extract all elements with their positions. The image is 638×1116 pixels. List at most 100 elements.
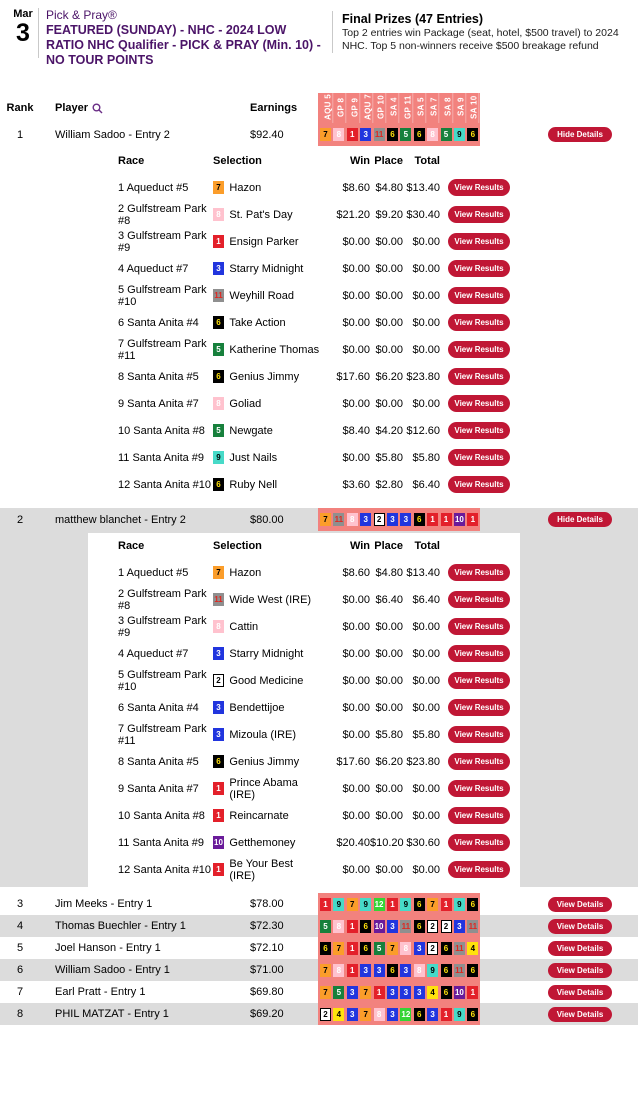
entry-row: 3 Jim Meeks - Entry 1 $78.00 1 9 7 9 12 1 9 6 7 1 9 6 V… (0, 893, 638, 915)
saddlecloth-chip-7: 7 (320, 985, 331, 999)
track-race-column: GP 11 (399, 93, 414, 123)
entry-earnings: $72.30 (250, 920, 284, 932)
place-amount: $4.80 (375, 566, 403, 579)
race-row: 10 Santa Anita #8 1 Reincarnate $0.00 $0.00 $… (118, 802, 520, 829)
toggle-details-button[interactable]: View Details (548, 940, 612, 956)
race-row: 3 Gulfstream Park #9 1 Ensign Parker $0.00 $… (118, 228, 520, 255)
saddlecloth-chip-3: 3 (386, 919, 398, 933)
toggle-details-button[interactable]: View Details (548, 918, 612, 934)
view-results-button[interactable]: View Results (448, 449, 510, 466)
entry-player: William Sadoo - Entry 2 (55, 128, 170, 141)
saddlecloth-chip-1: 1 (320, 897, 331, 911)
view-results-button[interactable]: View Results (448, 861, 510, 878)
horse-selection: 5 Newgate (213, 424, 320, 437)
horse-selection: 1 Be Your Best (IRE) (213, 858, 320, 882)
horse-name: Bendettijoe (229, 701, 285, 714)
win-amount: $0.00 (342, 782, 370, 795)
saddlecloth-chip-11: 11 (400, 919, 412, 933)
view-results-button[interactable]: View Results (448, 591, 510, 608)
total-amount: $0.00 (412, 863, 440, 876)
view-results-cell: View Results (440, 726, 510, 743)
saddlecloth-chip-1: 1 (346, 963, 358, 977)
saddlecloth-chip-10: 10 (213, 836, 224, 849)
saddlecloth-chip-8: 8 (213, 208, 224, 221)
view-results-button[interactable]: View Results (448, 834, 510, 851)
horse-selection: 3 Mizoula (IRE) (213, 728, 320, 741)
toggle-details-button[interactable]: Hide Details (548, 512, 612, 527)
saddlecloth-chip-1: 1 (440, 897, 452, 911)
view-results-button[interactable]: View Results (448, 699, 510, 716)
view-results-button[interactable]: View Results (448, 807, 510, 824)
horse-name: Getthemoney (229, 836, 296, 849)
saddlecloth-chip-8: 8 (333, 963, 345, 977)
place-amount: $0.00 (375, 316, 403, 329)
saddlecloth-chip-3: 3 (413, 941, 425, 955)
race-row: 6 Santa Anita #4 3 Bendettijoe $0.00 $0.00 $0… (118, 694, 520, 721)
horse-name: Weyhill Road (229, 289, 294, 302)
place-amount: $5.80 (375, 451, 403, 464)
saddlecloth-chip-3: 3 (360, 963, 372, 977)
view-results-button[interactable]: View Results (448, 260, 510, 277)
view-results-button[interactable]: View Results (448, 179, 510, 196)
entry-earnings: $69.20 (250, 1008, 284, 1020)
toggle-details-button[interactable]: View Details (548, 896, 612, 912)
detail-col-total: Total (414, 540, 440, 552)
view-results-button[interactable]: View Results (448, 564, 510, 581)
view-results-button[interactable]: View Results (448, 726, 510, 743)
saddlecloth-chip-9: 9 (453, 897, 465, 911)
win-amount: $17.60 (336, 755, 370, 768)
horse-name: Mizoula (IRE) (229, 728, 297, 741)
entry-player: PHIL MATZAT - Entry 1 (55, 1008, 169, 1020)
saddlecloth-chip-4: 4 (467, 941, 479, 955)
race-row: 12 Santa Anita #10 1 Be Your Best (IRE) $0.… (118, 856, 520, 883)
total-amount: $0.00 (412, 620, 440, 633)
race-row: 12 Santa Anita #10 6 Ruby Nell $3.60 $2.80 $6… (118, 471, 520, 498)
view-results-button[interactable]: View Results (448, 618, 510, 635)
toggle-details-button[interactable]: Hide Details (548, 127, 612, 142)
place-amount: $5.80 (375, 728, 403, 741)
view-results-button[interactable]: View Results (448, 780, 510, 797)
saddlecloth-chip-6: 6 (386, 128, 398, 141)
toggle-details-button[interactable]: View Details (548, 962, 612, 978)
horse-name: Hazon (229, 181, 262, 194)
view-results-button[interactable]: View Results (448, 645, 510, 662)
view-results-button[interactable]: View Results (448, 233, 510, 250)
win-amount: $0.00 (342, 809, 370, 822)
horse-name: Just Nails (229, 451, 278, 464)
view-results-button[interactable]: View Results (448, 287, 510, 304)
horse-selection: 3 Bendettijoe (213, 701, 320, 714)
saddlecloth-chip-10: 10 (453, 513, 465, 526)
saddlecloth-chip-11: 11 (453, 963, 465, 977)
view-results-button[interactable]: View Results (448, 368, 510, 385)
total-amount: $0.00 (412, 782, 440, 795)
saddlecloth-chip-3: 3 (400, 513, 412, 526)
view-results-button[interactable]: View Results (448, 314, 510, 331)
horse-selection: 1 Ensign Parker (213, 235, 320, 248)
header-divider (38, 8, 39, 58)
toggle-details-button[interactable]: View Details (548, 984, 612, 1000)
saddlecloth-chip-2: 2 (320, 1007, 331, 1021)
view-results-button[interactable]: View Results (448, 422, 510, 439)
view-results-button[interactable]: View Results (448, 395, 510, 412)
view-results-button[interactable]: View Results (448, 476, 510, 493)
entry-section: 1 William Sadoo - Entry 2 $92.40 7 8 1 3 11 6 5 6 8… (0, 123, 638, 502)
contest-header: Mar 3 Pick & Pray® FEATURED (SUNDAY) - N… (0, 0, 638, 88)
saddlecloth-chip-2: 2 (373, 513, 385, 526)
track-race-column: SA 4 (386, 93, 400, 123)
total-amount: $13.40 (406, 566, 440, 579)
view-results-button[interactable]: View Results (448, 341, 510, 358)
place-amount: $0.00 (375, 235, 403, 248)
toggle-details-button[interactable]: View Details (548, 1006, 612, 1022)
contest-title: FEATURED (SUNDAY) - NHC - 2024 LOW RATIO… (46, 23, 321, 67)
view-results-button[interactable]: View Results (448, 672, 510, 689)
entry-section: 4 Thomas Buechler - Entry 1 $72.30 5 8 1 6 10 3 1… (0, 915, 638, 937)
race-row: 11 Santa Anita #9 10 Getthemoney $20.40 $10.… (118, 829, 520, 856)
search-icon[interactable] (92, 103, 103, 114)
view-results-cell: View Results (440, 287, 510, 304)
saddlecloth-chip-6: 6 (386, 963, 398, 977)
race-row: 3 Gulfstream Park #9 8 Cattin $0.00 $0.00 $0.… (118, 613, 520, 640)
view-results-button[interactable]: View Results (448, 753, 510, 770)
view-results-button[interactable]: View Results (448, 206, 510, 223)
saddlecloth-chip-8: 8 (373, 1007, 385, 1021)
entry-player: Thomas Buechler - Entry 1 (55, 920, 186, 932)
